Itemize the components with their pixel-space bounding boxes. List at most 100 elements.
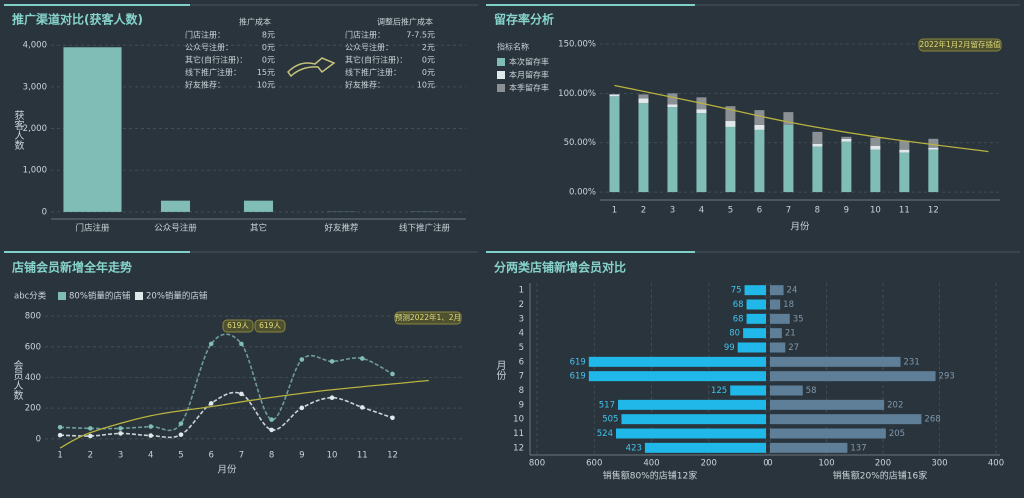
legend-label: 本月留存率 bbox=[509, 70, 549, 80]
x-tick-label: 公众号注册 bbox=[154, 223, 197, 234]
x-tick-label: 200 bbox=[875, 459, 891, 469]
value-label: 80 bbox=[729, 329, 740, 339]
point bbox=[57, 425, 63, 430]
value-label: 202 bbox=[887, 400, 903, 410]
y-tick-label: 200 bbox=[25, 404, 41, 414]
y-tick-label: 9 bbox=[519, 400, 524, 410]
annotation-label: 公众号注册： bbox=[185, 42, 233, 52]
x-tick-label: 8 bbox=[269, 451, 274, 461]
bar bbox=[737, 342, 766, 353]
y-tick-label: 8 bbox=[519, 386, 524, 396]
bar bbox=[744, 285, 766, 296]
annotation-value: 0元 bbox=[262, 43, 275, 52]
point bbox=[299, 405, 305, 411]
annotation-title: 推广成本 bbox=[239, 17, 271, 27]
point bbox=[148, 433, 154, 438]
bar-segment bbox=[696, 109, 707, 114]
legend-title: abc分类 bbox=[14, 291, 47, 302]
annotation-label: 好友推荐： bbox=[345, 80, 385, 90]
x-tick-label: 10 bbox=[327, 451, 338, 461]
y-tick-label: 100.00% bbox=[558, 89, 596, 99]
annotation-box bbox=[222, 319, 254, 333]
annotation-value: 2元 bbox=[422, 43, 435, 52]
x-tick-label: 门店注册 bbox=[75, 223, 110, 234]
y-tick-label: 0 bbox=[42, 207, 47, 217]
bar bbox=[160, 200, 191, 212]
y-tick-label: 2 bbox=[519, 300, 524, 310]
bar-segment bbox=[899, 149, 910, 153]
annotation-value: 0元 bbox=[422, 68, 435, 77]
point bbox=[359, 405, 365, 410]
y-tick-label: 1,000 bbox=[23, 166, 47, 176]
bar-segment bbox=[928, 138, 939, 148]
bar-segment bbox=[754, 129, 765, 193]
series-line bbox=[60, 391, 393, 439]
point bbox=[239, 341, 244, 347]
bar bbox=[770, 299, 781, 310]
bar bbox=[770, 414, 922, 425]
bar-segment bbox=[754, 124, 765, 130]
bar bbox=[770, 342, 786, 353]
bar-segment bbox=[638, 98, 649, 104]
x-tick-label: 7 bbox=[239, 451, 244, 461]
x-tick-label: 100 bbox=[818, 459, 834, 469]
y-tick-label: 10 bbox=[513, 415, 524, 425]
annotation-title: 调整后推广成本 bbox=[377, 17, 433, 27]
point bbox=[208, 401, 214, 406]
annotation: 2022年1月2月留存插值 bbox=[919, 39, 1001, 49]
y-tick-label: 3 bbox=[519, 314, 524, 324]
bar bbox=[644, 442, 766, 453]
bar-segment bbox=[754, 110, 765, 125]
value-label: 75 bbox=[731, 286, 742, 296]
point bbox=[329, 395, 335, 401]
x-tick-label: 4 bbox=[699, 206, 704, 216]
bar bbox=[616, 428, 766, 439]
x-tick-label: 5 bbox=[728, 206, 733, 216]
y-tick-label: 2,000 bbox=[23, 124, 47, 134]
bar bbox=[770, 285, 784, 296]
annotation-box bbox=[394, 311, 462, 325]
y-tick-label: 6 bbox=[519, 357, 524, 367]
x-tick-label: 3 bbox=[118, 451, 123, 461]
x-tick-label: 600 bbox=[586, 459, 602, 469]
point bbox=[208, 341, 214, 347]
legend-label: 20%销量的店铺 bbox=[146, 291, 208, 302]
bar-segment bbox=[609, 96, 620, 193]
point bbox=[269, 417, 274, 422]
bar bbox=[588, 356, 766, 367]
legend-label: 销售额80%的店铺12家 bbox=[603, 470, 697, 482]
bar bbox=[743, 328, 766, 339]
y-axis-label: 获客人数 bbox=[12, 110, 24, 151]
x-tick-label: 800 bbox=[529, 459, 545, 469]
bar bbox=[770, 313, 790, 324]
x-tick-label: 10 bbox=[870, 206, 881, 216]
annotation-value: 0元 bbox=[262, 56, 275, 65]
point bbox=[359, 356, 365, 361]
bar-segment bbox=[870, 145, 881, 150]
point bbox=[118, 431, 123, 436]
value-label: 35 bbox=[793, 314, 804, 324]
bar-segment bbox=[638, 103, 649, 193]
annotation-box bbox=[254, 319, 286, 333]
legend-label: 销售额20%的店铺16家 bbox=[833, 470, 927, 482]
annotation-box bbox=[918, 38, 1002, 52]
point bbox=[88, 426, 93, 431]
bar bbox=[770, 356, 901, 367]
annotation-label: 门店注册： bbox=[185, 30, 225, 40]
y-axis-label: 会员人数 bbox=[11, 359, 23, 401]
x-tick-label: 11 bbox=[899, 206, 910, 216]
panel-title: 分两类店铺新增会员对比 bbox=[494, 260, 626, 275]
x-tick-label: 2 bbox=[88, 451, 93, 461]
legend-label: 80%销量的店铺 bbox=[69, 291, 131, 302]
bar bbox=[746, 313, 766, 324]
bar-segment bbox=[725, 126, 736, 193]
x-tick-label: 5 bbox=[178, 451, 183, 461]
value-label: 517 bbox=[599, 400, 615, 410]
bar-segment bbox=[696, 113, 707, 193]
x-tick-label: 300 bbox=[931, 459, 947, 469]
panel-title: 推广渠道对比(获客人数) bbox=[12, 12, 143, 27]
trend-line bbox=[614, 84, 989, 153]
point bbox=[88, 433, 93, 439]
value-label: 505 bbox=[602, 415, 618, 425]
bar bbox=[621, 414, 766, 425]
